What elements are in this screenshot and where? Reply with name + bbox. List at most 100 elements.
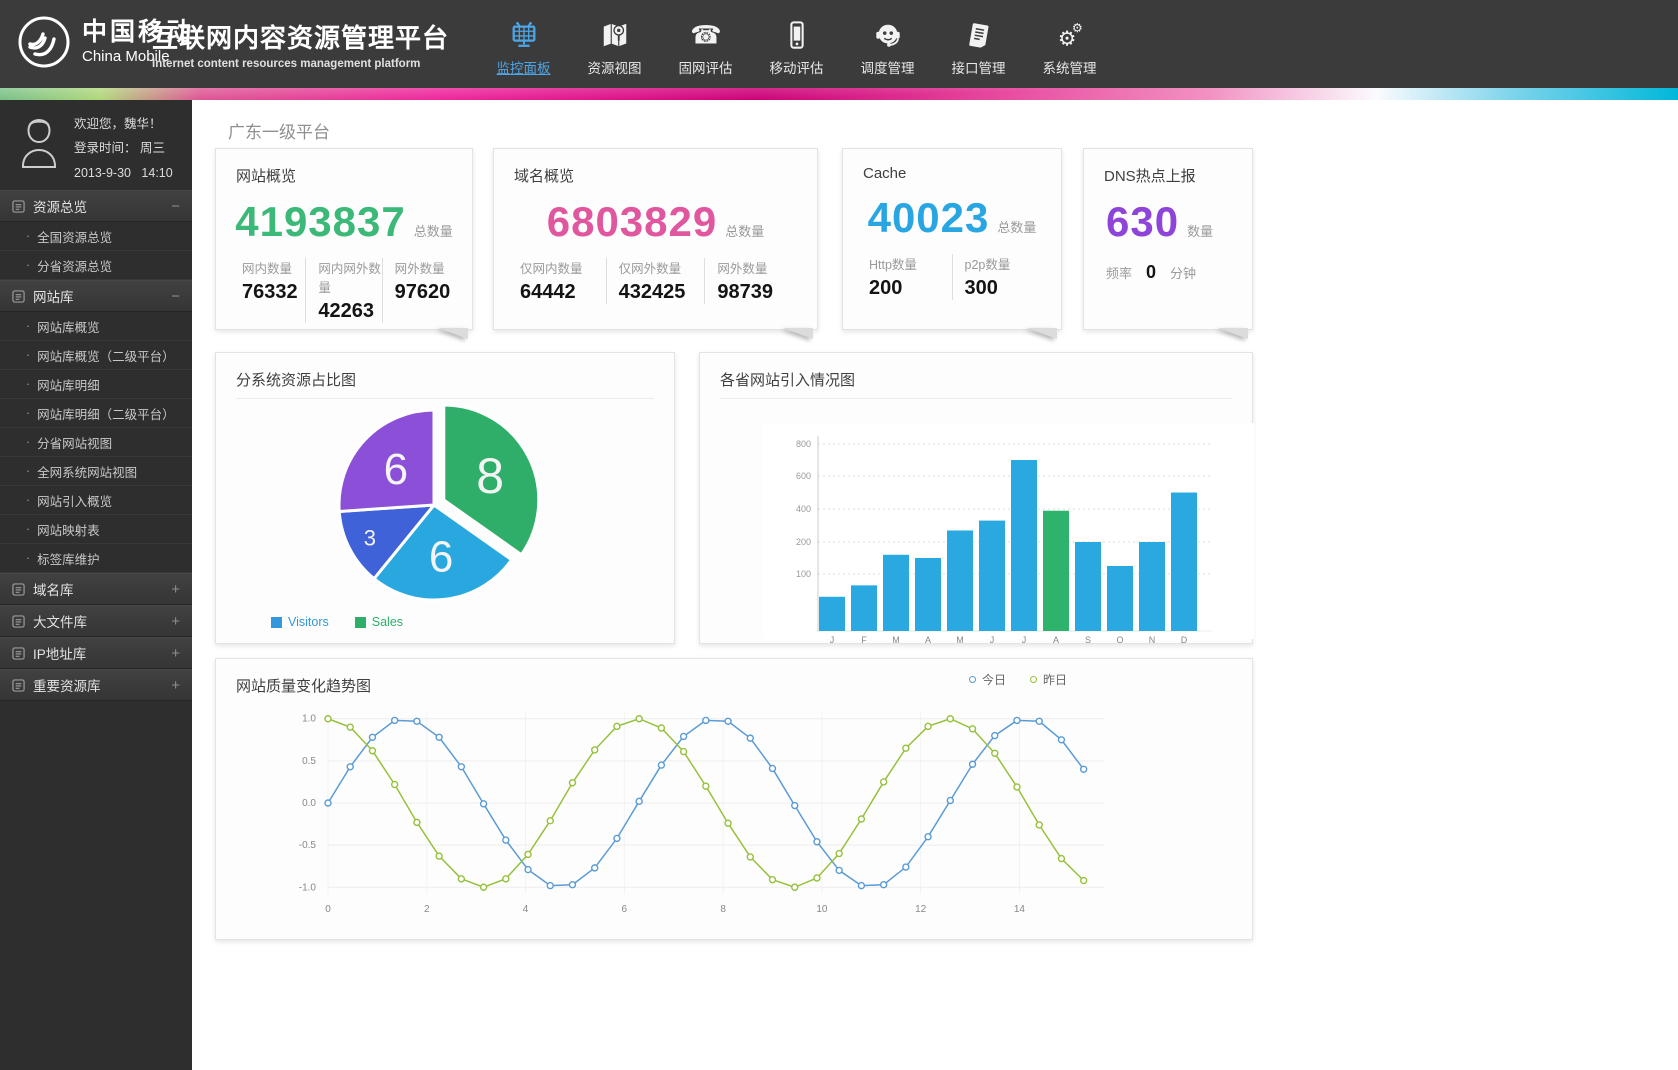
freq-value: 0 [1146,262,1157,282]
sub-stat-value: 76332 [242,281,298,303]
svg-text:0.5: 0.5 [302,756,316,767]
sidebar-item[interactable]: · 全网系统网站视图 [0,457,192,486]
sub-stat: 仅网外数量 432425 [605,258,705,304]
sub-stat-value: 97620 [394,281,451,303]
divider [236,398,654,399]
sub-stat-label: 网内数量 [242,262,293,276]
legend-item[interactable]: 昨日 [1029,671,1067,688]
section-label: 重要资源库 [33,679,101,694]
collapse-icon[interactable]: − [171,287,180,305]
svg-text:800: 800 [796,439,811,449]
sub-stat: 网内网外数量 42263 [305,258,381,323]
sidebar-item[interactable]: · 网站引入概览 [0,486,192,515]
bullet: · [26,319,31,333]
card-title: 网站概览 [236,168,297,185]
bullet: · [26,377,31,391]
svg-text:8: 8 [720,904,726,915]
sub-stat-value: 200 [869,277,903,299]
sidebar-section-5[interactable]: 重要资源库 + [0,669,192,701]
svg-text:J: J [830,635,835,645]
nav-fixed-net-eval[interactable]: ☎ 固网评估 [660,8,751,77]
sidebar-item[interactable]: · 分省网站视图 [0,428,192,457]
sidebar-item[interactable]: · 网站库概览（二级平台） [0,341,192,370]
welcome-text: 欢迎您，魏华！ [74,117,162,131]
sub-stat-value: 300 [964,277,998,299]
line-chart: 0 2 4 6 8 10 12 14 1.0 0.5 0.0 -0.5 -1.0 [299,712,1104,915]
page-curl [783,328,813,339]
sub-stat-label: 网外数量 [717,262,768,276]
sub-stat-value: 432425 [618,281,686,303]
clipboard-icon [933,8,1024,54]
sidebar-section-4[interactable]: IP地址库 + [0,637,192,669]
bullet: · [26,348,31,362]
nav-dispatch-mgmt[interactable]: 调度管理 [842,8,933,77]
legend-item[interactable]: 今日 [968,671,1006,688]
nav-monitor-panel[interactable]: 监控面板 [478,8,569,77]
nav-mobile-eval[interactable]: 移动评估 [751,8,842,77]
sidebar-item[interactable]: · 全国资源总览 [0,222,192,251]
gears-icon: ⚙ ⚙ [1024,8,1115,54]
svg-text:M: M [892,635,900,645]
sidebar-item[interactable]: · 网站库明细（二级平台） [0,399,192,428]
nav-label: 调度管理 [860,61,915,76]
expand-icon[interactable]: + [171,676,180,694]
svg-text:☎: ☎ [691,20,721,49]
bullet: · [26,493,31,507]
sub-stat: 网外数量 97620 [381,258,458,323]
stat-total-value: 4193837 [235,198,406,245]
sidebar-item[interactable]: · 网站映射表 [0,515,192,544]
item-label: 网站映射表 [37,523,100,538]
logo-zh: 中国移动 [82,18,195,46]
legend-label: 昨日 [1042,673,1067,687]
svg-text:6: 6 [622,904,628,915]
stat-card-website-overview: 网站概览 4193837 总数量 网内数量 76332 网内网外数量 42263 网外… [215,148,473,339]
svg-text:8: 8 [476,448,504,504]
nav-resource-view[interactable]: 资源视图 [569,8,660,77]
document-icon [12,582,25,596]
nav-interface-mgmt[interactable]: 接口管理 [933,8,1024,77]
expand-icon[interactable]: + [171,644,180,662]
bullet: · [26,229,31,243]
sub-stat-label: p2p数量 [964,258,1011,272]
sidebar-section-2[interactable]: 域名库 + [0,573,192,605]
svg-text:F: F [861,635,867,645]
stat-total-label: 数量 [1187,224,1214,239]
card-title: DNS热点上报 [1104,168,1196,185]
svg-text:S: S [1085,635,1091,645]
nav-label: 移动评估 [769,61,824,76]
item-label: 网站库概览（二级平台） [37,349,175,364]
sidebar-section-1[interactable]: 网站库 − [0,280,192,312]
legend-swatch [271,616,282,628]
line-legend: 今日 昨日 [968,671,1067,688]
svg-text:⚙: ⚙ [1071,21,1082,35]
expand-icon[interactable]: + [171,612,180,630]
sidebar-item[interactable]: · 分省资源总览 [0,251,192,280]
sidebar-section-0[interactable]: 资源总览 − [0,190,192,222]
sidebar-section-3[interactable]: 大文件库 + [0,605,192,637]
svg-text:10: 10 [816,904,828,915]
svg-text:1.0: 1.0 [302,714,316,725]
login-datetime-line: 2013-9-30 14:10 [74,161,173,185]
sidebar-menu: 资源总览 − · 全国资源总览 · 分省资源总览 网站库 − · 网站库概览 · 网站库概览（二级平台… [0,190,192,701]
china-mobile-logo-icon [18,16,70,68]
sidebar-item[interactable]: · 网站库明细 [0,370,192,399]
sub-stat-label: 仅网内数量 [520,262,583,276]
logo-en: China Mobile [82,47,170,65]
legend-item[interactable]: Visitors [271,615,329,629]
stat-total-value: 6803829 [546,198,718,245]
sidebar-item[interactable]: · 网站库概览 [0,312,192,341]
sidebar-item[interactable]: · 标签库维护 [0,544,192,573]
item-label: 标签库维护 [37,552,100,567]
card-title: 域名概览 [514,168,575,185]
svg-text:6: 6 [384,445,408,494]
svg-text:A: A [925,635,931,645]
collapse-icon[interactable]: − [171,197,180,215]
legend-item[interactable]: Sales [354,615,404,629]
nav-system-mgmt[interactable]: ⚙ ⚙ 系统管理 [1024,8,1115,77]
legend-label: Sales [371,615,404,629]
legend-swatch [354,616,366,628]
dashboard-icon [478,8,569,54]
app-header: 中国移动 China Mobile 互联网内容资源管理平台 Internet c… [0,0,1678,88]
svg-text:A: A [1053,635,1059,645]
expand-icon[interactable]: + [171,580,180,598]
